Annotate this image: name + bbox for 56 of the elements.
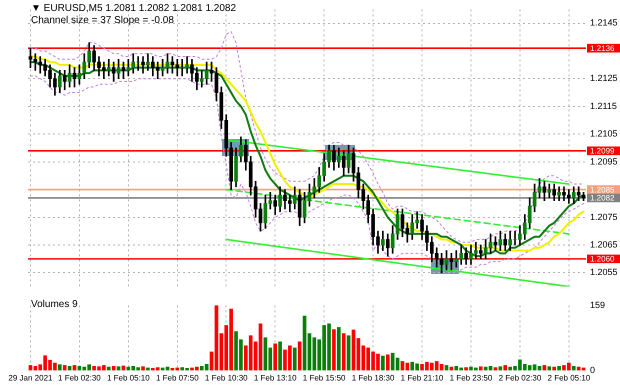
chart-title: ▼ EURUSD,M5 1.2081 1.2082 1.2081 1.2082 (31, 3, 236, 15)
bar (273, 344, 278, 370)
candlestick (494, 236, 498, 251)
bar (298, 341, 302, 370)
bar (386, 354, 390, 370)
candlestick (141, 56, 145, 74)
text: Channel size = 37 Slope = -0.08 (31, 15, 175, 27)
y-tick-label: 1.2115 (590, 100, 617, 111)
x-tick-label: 1 Feb 13:10 (254, 373, 298, 382)
ref-line-label: 1.2060 (590, 254, 616, 264)
bar (116, 366, 120, 370)
candlestick (122, 62, 126, 80)
y-tick-label: 1.2055 (590, 267, 618, 278)
y-tick-label: 1.2145 (590, 18, 618, 28)
ref-line-label: 1.2082 (590, 194, 616, 203)
bar (122, 366, 126, 370)
bar (346, 335, 350, 370)
bar (146, 368, 150, 370)
x-tick-label: 1 Feb 07:50 (156, 373, 200, 382)
x-tick-label: 1 Feb 23:50 (450, 373, 493, 382)
x-tick-label: 1 Feb 02:30 (58, 373, 102, 382)
y-tick-label: 1.2075 (590, 212, 618, 222)
line-series (30, 31, 584, 243)
bar (342, 333, 346, 370)
y-tick-label: 0 (590, 364, 596, 375)
bar (464, 367, 468, 370)
ref-line-label: 1.2085 (590, 185, 616, 194)
y-tick-label: 1.2125 (590, 73, 618, 84)
bar (62, 365, 67, 370)
bar (141, 366, 145, 370)
bar (542, 365, 546, 370)
bar (72, 365, 76, 370)
x-tick-label: 1 Feb 21:10 (400, 373, 444, 382)
y-tick-label: 1.2105 (590, 128, 618, 139)
bar (494, 367, 498, 370)
bar (503, 365, 508, 370)
x-tick-label: 1 Feb 10:30 (204, 373, 248, 382)
x-tick-label: 2 Feb 02:30 (498, 373, 542, 382)
x-tick-label: 29 Jan 2021 (8, 373, 54, 382)
bar (278, 341, 282, 370)
y-tick-label: 1.2065 (590, 240, 618, 250)
bar (332, 329, 336, 370)
x-tick-label: 1 Feb 18:30 (352, 373, 395, 382)
x-tick-label: 2 Feb 05:10 (548, 373, 591, 382)
y-tick-label: 1.2095 (590, 156, 618, 166)
x-tick-label: 1 Feb 05:10 (106, 373, 150, 382)
y-tick-label: 159 (590, 300, 606, 310)
bar (557, 366, 561, 370)
bar (336, 327, 341, 370)
bar (381, 356, 385, 370)
bar (292, 348, 297, 370)
ref-line-label: 1.2099 (590, 146, 616, 156)
ref-line-label: 1.2136 (590, 44, 616, 53)
bar (444, 365, 448, 370)
chart-title: Volumes 9 (31, 299, 78, 311)
x-tick-label: 1 Feb 15:50 (302, 373, 346, 382)
